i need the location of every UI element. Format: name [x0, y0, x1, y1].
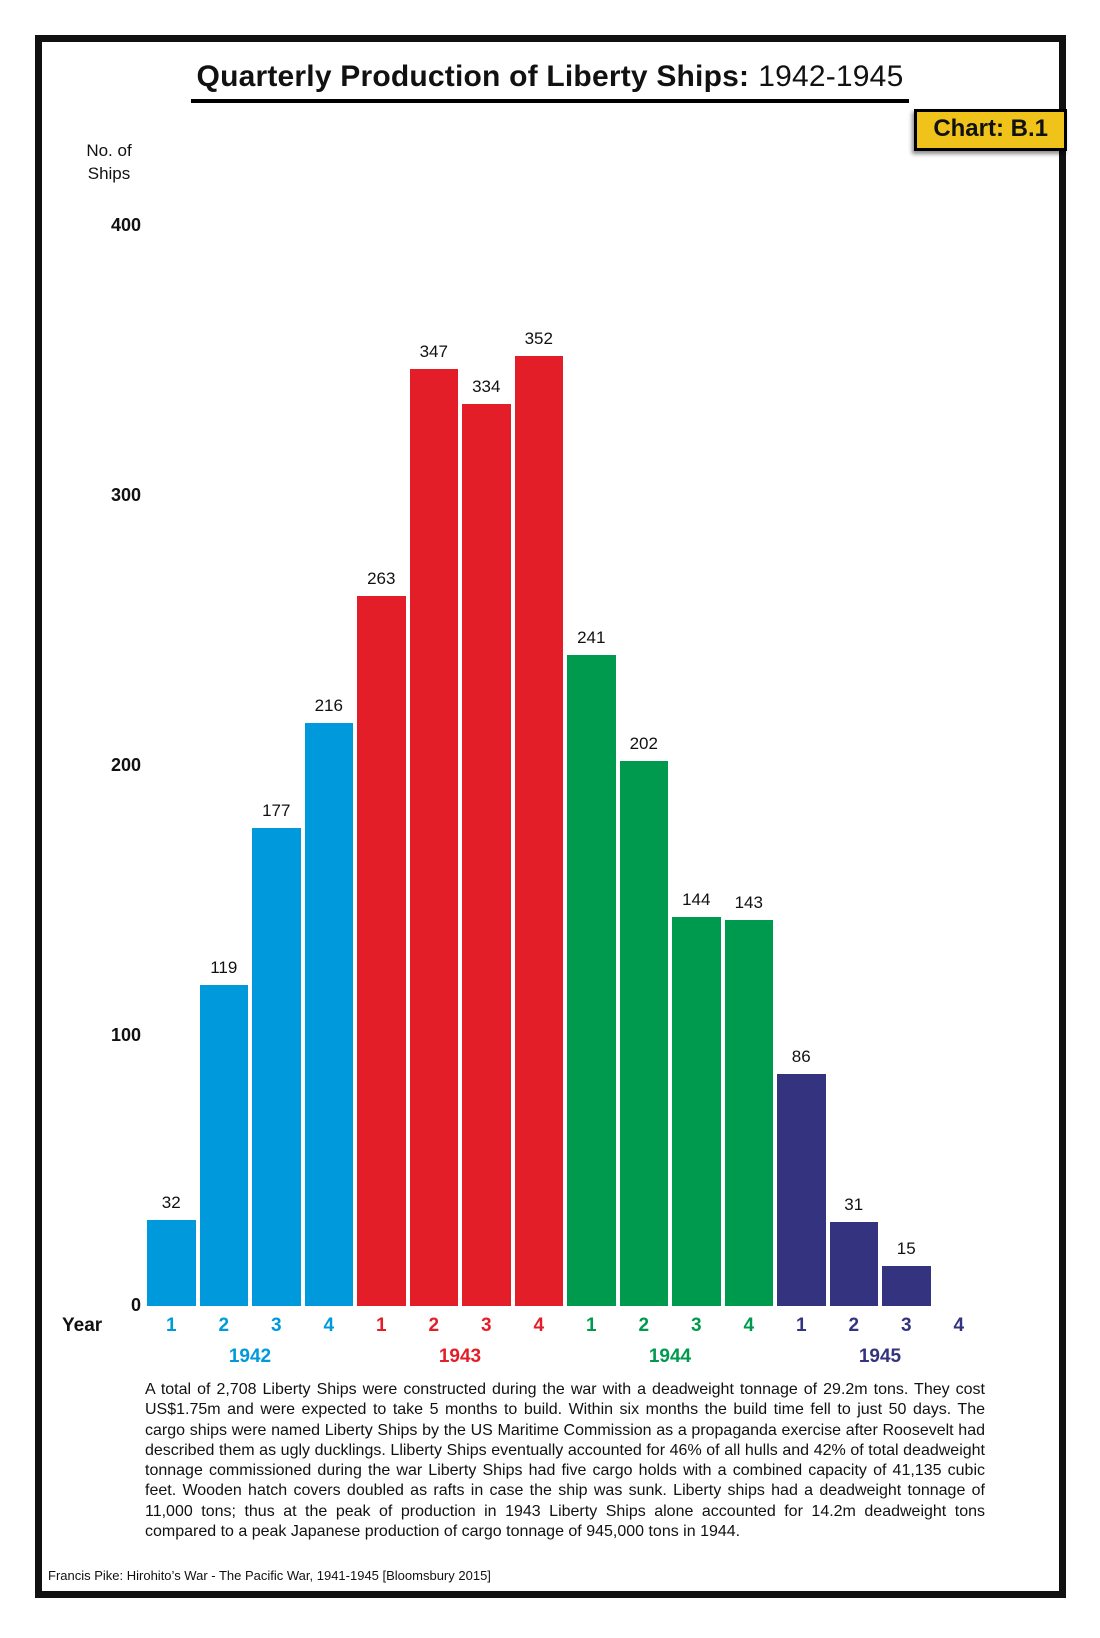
quarter-label-1942-q4: 4 [323, 1315, 335, 1336]
bar-1942-q2 [199, 984, 248, 1306]
source-citation: Francis Pike: Hirohito’s War - The Pacif… [48, 1568, 491, 1583]
y-tick-0: 0 [130, 1295, 141, 1315]
quarter-label-1944-q3: 3 [690, 1315, 702, 1336]
bar-1944-q4 [724, 919, 773, 1306]
quarter-label-1945-q2: 2 [848, 1315, 860, 1336]
bar-1942-q3 [252, 828, 301, 1306]
year-label-1945: 1945 [858, 1346, 902, 1367]
y-tick-300: 300 [110, 485, 141, 505]
quarter-label-1944-q4: 4 [743, 1315, 755, 1336]
quarter-label-1944-q2: 2 [638, 1315, 650, 1336]
chart-id-badge: Chart: B.1 [914, 109, 1067, 151]
year-label-1942: 1942 [228, 1346, 272, 1367]
chart-caption-text: A total of 2,708 Liberty Ships were cons… [145, 1381, 985, 1541]
y-tick-100: 100 [110, 1025, 141, 1045]
bar-1945-q2 [829, 1222, 878, 1306]
quarter-axis-labels: 1 2 3 4 1 2 3 4 1 2 3 4 1 2 3 4 [145, 1315, 985, 1341]
quarter-label-1942-q3: 3 [270, 1315, 282, 1336]
bar-value-label-1945-q2: 31 [844, 1195, 864, 1215]
bar-1943-q3 [462, 404, 511, 1306]
chart-title-years: 1942-1945 [758, 60, 904, 93]
bar-value-label-1944-q1: 241 [577, 628, 606, 648]
bar-value-label-1944-q2: 202 [629, 733, 658, 753]
quarter-label-1944-q1: 1 [585, 1315, 597, 1336]
chart-plot-area: 32 119 177 216 263 347 334 352 241 202 144 143 86 31 1… [145, 226, 985, 1306]
quarter-label-1945-q1: 1 [795, 1315, 807, 1336]
quarter-label-1945-q3: 3 [900, 1315, 912, 1336]
bar-1944-q2 [619, 760, 668, 1306]
quarter-label-1942-q2: 2 [218, 1315, 230, 1336]
bar-value-label-1943-q1: 263 [367, 568, 396, 588]
quarter-label-1943-q3: 3 [480, 1315, 492, 1336]
y-tick-400: 400 [110, 215, 141, 235]
bar-1945-q3 [882, 1265, 931, 1306]
y-axis-title-line2: Ships [87, 163, 131, 183]
y-axis-title-line1: No. of [86, 141, 132, 160]
y-tick-200: 200 [110, 755, 141, 775]
bar-1942-q1 [147, 1219, 196, 1306]
bar-1943-q4 [514, 355, 563, 1306]
quarter-label-1943-q4: 4 [533, 1315, 545, 1336]
quarter-label-1945-q4: 4 [953, 1315, 965, 1336]
bar-value-label-1945-q1: 86 [791, 1046, 811, 1066]
page-border-frame [35, 35, 1066, 1598]
bar-1945-q1 [777, 1073, 826, 1306]
quarter-label-1943-q1: 1 [375, 1315, 387, 1336]
bar-value-label-1945-q3: 15 [896, 1238, 916, 1258]
year-axis-labels: 1942 1943 1944 1945 [145, 1346, 985, 1372]
bar-value-label-1944-q4: 143 [734, 892, 763, 912]
year-label-1944: 1944 [648, 1346, 692, 1367]
bar-1943-q1 [357, 595, 406, 1306]
bar-value-label-1942-q4: 216 [314, 695, 343, 715]
bar-value-label-1943-q3: 334 [472, 377, 501, 397]
bar-1942-q4 [304, 722, 353, 1306]
bar-value-label-1943-q4: 352 [524, 328, 553, 348]
bar-1944-q3 [672, 917, 721, 1306]
bar-1944-q1 [567, 655, 616, 1306]
bar-value-label-1943-q2: 347 [419, 342, 448, 362]
bar-1943-q2 [409, 369, 458, 1306]
quarter-label-1943-q2: 2 [428, 1315, 440, 1336]
chart-title: Quarterly Production of Liberty Ships: 19… [0, 60, 1100, 103]
chart-title-main: Quarterly Production of Liberty Ships: [196, 60, 750, 93]
quarter-label-1942-q1: 1 [165, 1315, 177, 1336]
bar-value-label-1944-q3: 144 [682, 890, 711, 910]
year-label-1943: 1943 [438, 1346, 482, 1367]
x-axis-title: Year [62, 1315, 103, 1336]
bar-value-label-1942-q2: 119 [210, 957, 238, 977]
y-axis-title: No. of Ships [68, 140, 150, 186]
bar-value-label-1942-q3: 177 [262, 801, 291, 821]
bar-value-label-1942-q1: 32 [161, 1192, 181, 1212]
